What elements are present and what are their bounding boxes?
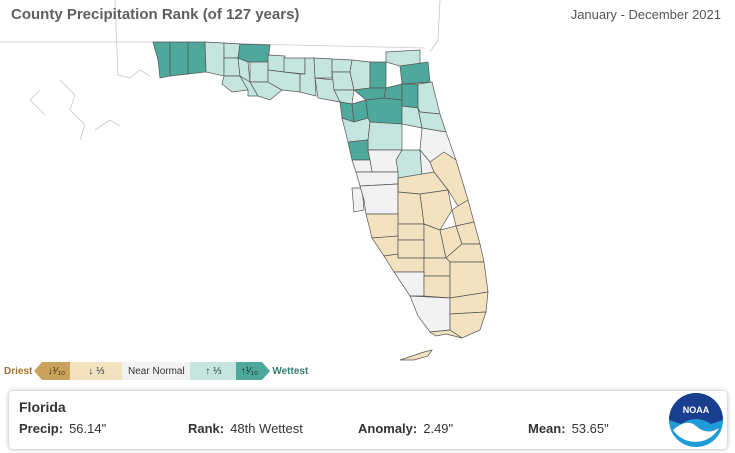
county-marion[interactable] xyxy=(367,121,403,151)
county-sarasota[interactable] xyxy=(371,235,399,257)
county-baker[interactable] xyxy=(369,61,387,89)
county-liberty[interactable] xyxy=(249,61,269,83)
county-levy[interactable] xyxy=(341,117,371,143)
legend-bin-near-normal: Near Normal xyxy=(122,362,191,380)
anomaly-label: Anomaly: xyxy=(358,421,418,436)
county-holmes[interactable] xyxy=(223,42,241,59)
county-indian-river[interactable] xyxy=(451,199,475,227)
county-monroe-keys[interactable] xyxy=(399,349,433,361)
legend-bin-above-third: ↑ ⅓ xyxy=(190,362,237,380)
county-hamilton[interactable] xyxy=(331,58,353,73)
county-alachua[interactable] xyxy=(365,97,403,125)
county-columbia[interactable] xyxy=(349,59,371,91)
county-leon[interactable] xyxy=(283,57,306,75)
county-okaloosa[interactable] xyxy=(187,41,207,75)
county-bay[interactable] xyxy=(221,75,249,93)
rank-value: 48th Wettest xyxy=(230,421,303,436)
county-wakulla[interactable] xyxy=(267,69,301,93)
county-clay[interactable] xyxy=(401,83,419,109)
county-hillsborough[interactable] xyxy=(359,183,399,215)
legend-bin-driest-tenth: ↓¹⁄₁₀ xyxy=(42,362,71,380)
mean-stat: Mean: 53.65" xyxy=(528,421,609,436)
county-monroe-mainland[interactable] xyxy=(428,329,463,339)
state-name: Florida xyxy=(19,399,66,415)
county-duval[interactable] xyxy=(399,61,431,85)
county-st-johns[interactable] xyxy=(417,81,441,115)
time-period: January - December 2021 xyxy=(570,7,721,22)
county-lee[interactable] xyxy=(393,271,425,297)
county-manatee[interactable] xyxy=(365,213,399,239)
precip-stat: Precip: 56.14" xyxy=(19,421,106,436)
county-pasco[interactable] xyxy=(355,171,399,187)
rank-label: Rank: xyxy=(188,421,225,436)
rank-stat: Rank: 48th Wettest xyxy=(188,421,303,436)
county-franklin[interactable] xyxy=(249,81,283,101)
county-hernando[interactable] xyxy=(351,159,373,173)
county-santa-rosa[interactable] xyxy=(169,41,189,77)
legend-bin-below-third: ↓ ⅓ xyxy=(70,362,123,380)
map-title: County Precipitation Rank (of 127 years) xyxy=(11,6,300,23)
county-escambia[interactable] xyxy=(152,41,171,79)
county-miami-dade[interactable] xyxy=(449,311,487,339)
anomaly-stat: Anomaly: 2.49" xyxy=(358,421,453,436)
county-gadsden[interactable] xyxy=(267,54,286,73)
florida-counties[interactable] xyxy=(152,41,489,361)
mean-value: 53.65" xyxy=(571,421,609,436)
county-glades[interactable] xyxy=(423,257,451,277)
county-hendry[interactable] xyxy=(423,275,451,299)
county-jackson[interactable] xyxy=(237,43,271,63)
county-flagler[interactable] xyxy=(417,107,447,133)
precip-label: Precip: xyxy=(19,421,64,436)
county-collier[interactable] xyxy=(409,295,451,333)
anomaly-value: 2.49" xyxy=(423,421,454,436)
legend-driest-label: Driest xyxy=(4,365,33,377)
legend-wettest-label: Wettest xyxy=(272,365,309,377)
county-brevard[interactable] xyxy=(429,151,469,207)
county-bradford[interactable] xyxy=(383,83,403,101)
legend: Driest ↓¹⁄₁₀ ↓ ⅓ Near Normal ↑ ⅓ ↑¹⁄₁₀ W… xyxy=(4,362,308,380)
county-walton[interactable] xyxy=(204,41,225,77)
county-desoto[interactable] xyxy=(397,239,425,259)
county-pinellas[interactable] xyxy=(351,187,365,213)
county-osceola[interactable] xyxy=(419,189,453,231)
county-hardee[interactable] xyxy=(397,223,425,241)
county-madison[interactable] xyxy=(313,57,333,79)
info-panel: Florida Precip: 56.14" Rank: 48th Wettest … xyxy=(9,391,727,449)
legend-bin-wettest-tenth: ↑¹⁄₁₀ xyxy=(236,362,263,380)
precip-value: 56.14" xyxy=(69,421,107,436)
county-lake[interactable] xyxy=(395,149,423,179)
mean-label: Mean: xyxy=(528,421,566,436)
county-washington[interactable] xyxy=(223,57,241,77)
county-gulf[interactable] xyxy=(239,75,259,97)
legend-left-arrow-icon xyxy=(34,362,43,380)
county-citrus[interactable] xyxy=(347,139,371,161)
noaa-logo-text: NOAA xyxy=(683,405,710,415)
noaa-logo-icon[interactable]: NOAA xyxy=(667,392,725,448)
legend-right-arrow-icon xyxy=(262,362,271,380)
